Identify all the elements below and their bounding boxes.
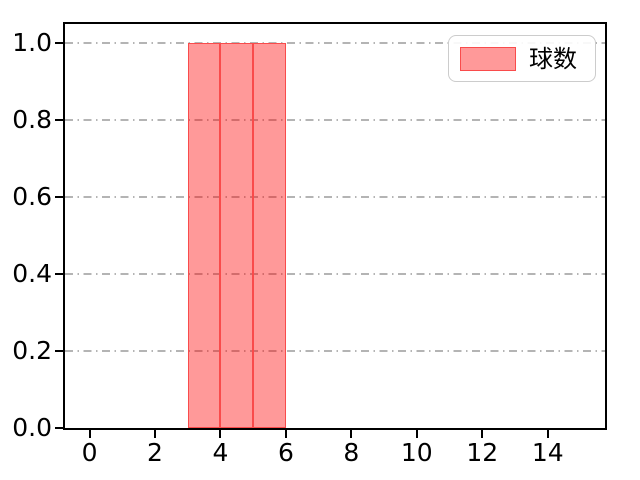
gridline-y bbox=[65, 196, 605, 198]
y-tick-mark bbox=[55, 196, 63, 199]
bar bbox=[253, 43, 286, 428]
x-tick-label: 12 bbox=[466, 438, 499, 467]
x-tick-mark bbox=[284, 430, 287, 438]
y-tick-mark bbox=[55, 350, 63, 353]
y-tick-label: 1.0 bbox=[12, 28, 52, 58]
x-tick-label: 10 bbox=[400, 438, 433, 467]
x-tick-label: 8 bbox=[343, 438, 360, 467]
grid-layer bbox=[65, 24, 605, 428]
x-tick-label: 4 bbox=[212, 438, 229, 467]
x-tick-mark bbox=[546, 430, 549, 438]
bars-layer bbox=[65, 24, 605, 428]
y-tick-mark bbox=[55, 427, 63, 429]
gridline-y bbox=[65, 350, 605, 352]
legend-swatch-icon bbox=[460, 46, 516, 71]
y-tick-label: 0.2 bbox=[12, 336, 52, 366]
gridline-y bbox=[65, 119, 605, 121]
gridline-y bbox=[65, 42, 605, 44]
y-tick-mark bbox=[55, 119, 63, 122]
plot-area: 球数 bbox=[63, 22, 607, 430]
gridline-y bbox=[65, 273, 605, 275]
x-tick-mark bbox=[481, 430, 484, 438]
legend: 球数 bbox=[448, 35, 596, 82]
x-tick-label: 2 bbox=[147, 438, 163, 467]
y-tick-mark bbox=[55, 273, 63, 276]
legend-label: 球数 bbox=[529, 44, 577, 73]
bar bbox=[220, 43, 254, 428]
x-tick-mark bbox=[219, 430, 222, 438]
x-tick-mark bbox=[415, 430, 418, 438]
y-tick-label: 0.6 bbox=[12, 182, 52, 212]
x-tick-mark bbox=[88, 430, 91, 438]
x-tick-label: 14 bbox=[531, 438, 564, 467]
x-tick-mark bbox=[154, 430, 156, 438]
x-tick-label: 0 bbox=[81, 438, 98, 467]
y-tick-label: 0.0 bbox=[12, 413, 52, 442]
y-tick-label: 0.8 bbox=[12, 105, 52, 135]
x-tick-mark bbox=[350, 430, 353, 438]
x-tick-label: 6 bbox=[277, 438, 294, 467]
y-tick-mark bbox=[55, 42, 63, 45]
y-tick-label: 0.4 bbox=[12, 259, 52, 289]
bar bbox=[187, 43, 221, 428]
